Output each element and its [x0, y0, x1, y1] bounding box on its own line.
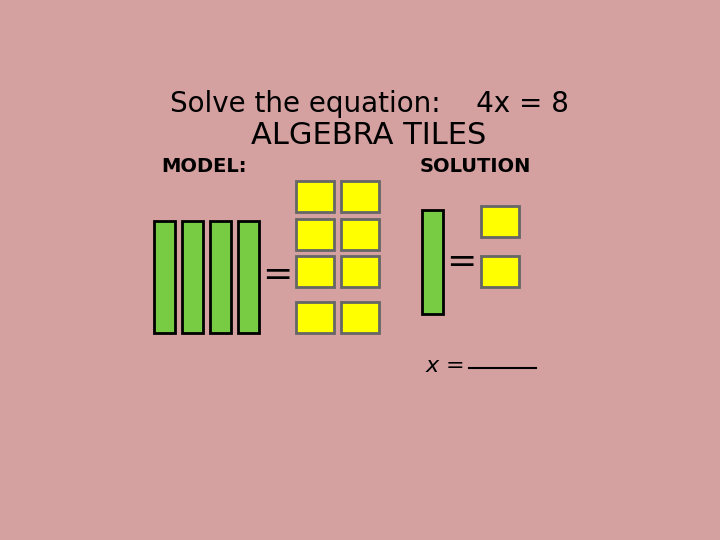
Bar	[481, 206, 518, 238]
Bar	[297, 256, 334, 287]
Bar	[341, 181, 379, 212]
Text: ALGEBRA TILES: ALGEBRA TILES	[251, 121, 487, 150]
Bar	[341, 219, 379, 250]
Text: MODEL:: MODEL:	[161, 157, 247, 176]
Bar	[182, 221, 203, 333]
Bar	[210, 221, 231, 333]
Text: $\it{x}$ =: $\it{x}$ =	[425, 356, 464, 376]
Bar	[341, 302, 379, 333]
Bar	[422, 210, 444, 314]
Bar	[297, 302, 334, 333]
Text: SOLUTION: SOLUTION	[419, 157, 531, 176]
Bar	[297, 219, 334, 250]
Text: =: =	[262, 258, 292, 292]
Text: =: =	[446, 245, 476, 279]
Bar	[154, 221, 176, 333]
Text: Solve the equation:    4x = 8: Solve the equation: 4x = 8	[170, 90, 568, 118]
Bar	[481, 256, 518, 287]
Bar	[341, 256, 379, 287]
Bar	[297, 181, 334, 212]
Bar	[238, 221, 259, 333]
